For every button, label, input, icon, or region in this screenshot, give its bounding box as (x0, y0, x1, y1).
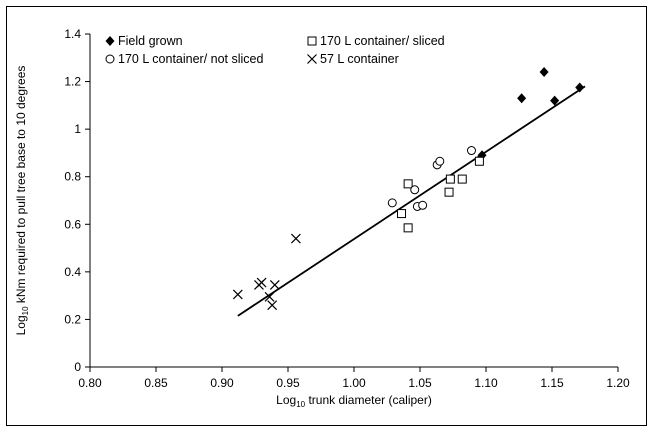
data-point (550, 95, 560, 106)
data-point (575, 82, 585, 93)
data-point (418, 200, 428, 210)
data-point (474, 156, 484, 166)
axis-title-text: trunk diameter (caliper) (305, 393, 432, 407)
data-point (445, 174, 455, 184)
x-tick-label: 1.10 (474, 376, 498, 390)
data-point (264, 291, 275, 302)
y-tick-label: 0.8 (64, 170, 81, 184)
data-point (397, 209, 407, 219)
data-point (232, 289, 243, 300)
data-point (539, 67, 549, 78)
legend: Field grown 170 L container/ sliced 170 L … (105, 34, 445, 66)
y-tick-label: 1.4 (64, 27, 81, 41)
x-tick-label: 1.20 (606, 376, 630, 390)
y-tick-label: 0 (74, 360, 81, 374)
data-point (466, 146, 476, 156)
data-point (444, 187, 454, 197)
legend-label: 170 L container/ sliced (320, 34, 445, 48)
data-point (290, 233, 301, 244)
x-tick-label: 1.00 (342, 376, 366, 390)
axis-title-prefix: Log (14, 315, 28, 335)
data-point (457, 174, 467, 184)
legend-marker (105, 36, 115, 46)
data-point (387, 198, 397, 208)
scatter-chart: 0.80 0.85 0.90 0.95 1.00 1.05 1.10 1.15 1.20 0 0.2… (14, 27, 630, 409)
axis-title-text: kNm required to pull tree base to 10 deg… (14, 66, 28, 307)
data-point (517, 93, 527, 104)
axis-title-subscript: 10 (21, 306, 30, 315)
legend-marker (105, 54, 115, 64)
x-tick-label: 1.15 (540, 376, 564, 390)
y-tick-label: 0.4 (64, 265, 81, 279)
x-tick-label: 0.85 (144, 376, 168, 390)
data-point (269, 280, 280, 290)
tick-labels: 0.80 0.85 0.90 0.95 1.00 1.05 1.10 1.15 1.20 0 0.2… (64, 27, 630, 390)
y-axis-title: Log10 kNm required to pull tree base to … (14, 66, 30, 336)
y-tick-label: 0.2 (64, 312, 81, 326)
data-point (267, 300, 278, 311)
legend-label: 57 L container (320, 52, 399, 66)
trendline (237, 85, 586, 317)
trendline-group (237, 85, 586, 317)
data-points (232, 67, 585, 311)
axis-title-prefix: Log (276, 393, 296, 407)
x-tick-label: 0.95 (276, 376, 300, 390)
y-tick-label: 0.6 (64, 217, 81, 231)
legend-label: Field grown (118, 34, 183, 48)
axis-title-subscript: 10 (296, 400, 305, 409)
x-tick-label: 0.90 (210, 376, 234, 390)
axes (85, 33, 619, 372)
x-tick-label: 1.05 (408, 376, 432, 390)
x-tick-label: 0.80 (78, 376, 102, 390)
x-axis-title: Log10 trunk diameter (caliper) (276, 393, 432, 409)
chart-frame: 0.80 0.85 0.90 0.95 1.00 1.05 1.10 1.15 1.20 0 0.2… (6, 6, 647, 426)
legend-marker (307, 54, 317, 64)
data-point (256, 277, 267, 288)
data-point (410, 185, 420, 195)
data-point (403, 179, 413, 189)
data-point (403, 223, 413, 233)
legend-label: 170 L container/ not sliced (118, 52, 264, 66)
y-tick-label: 1 (74, 122, 81, 136)
y-tick-label: 1.2 (64, 75, 81, 89)
data-point (435, 156, 445, 166)
legend-marker (307, 36, 317, 46)
